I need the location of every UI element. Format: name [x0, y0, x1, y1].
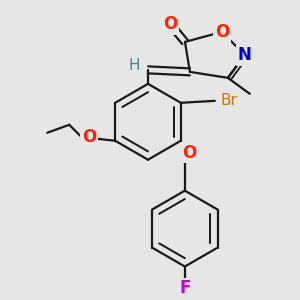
Text: O: O: [182, 144, 196, 162]
Text: O: O: [215, 23, 229, 41]
Text: H: H: [128, 58, 140, 74]
Text: N: N: [238, 46, 252, 64]
Text: Br: Br: [220, 93, 237, 108]
Text: O: O: [163, 15, 177, 33]
Text: O: O: [82, 128, 96, 146]
Text: F: F: [179, 280, 190, 298]
